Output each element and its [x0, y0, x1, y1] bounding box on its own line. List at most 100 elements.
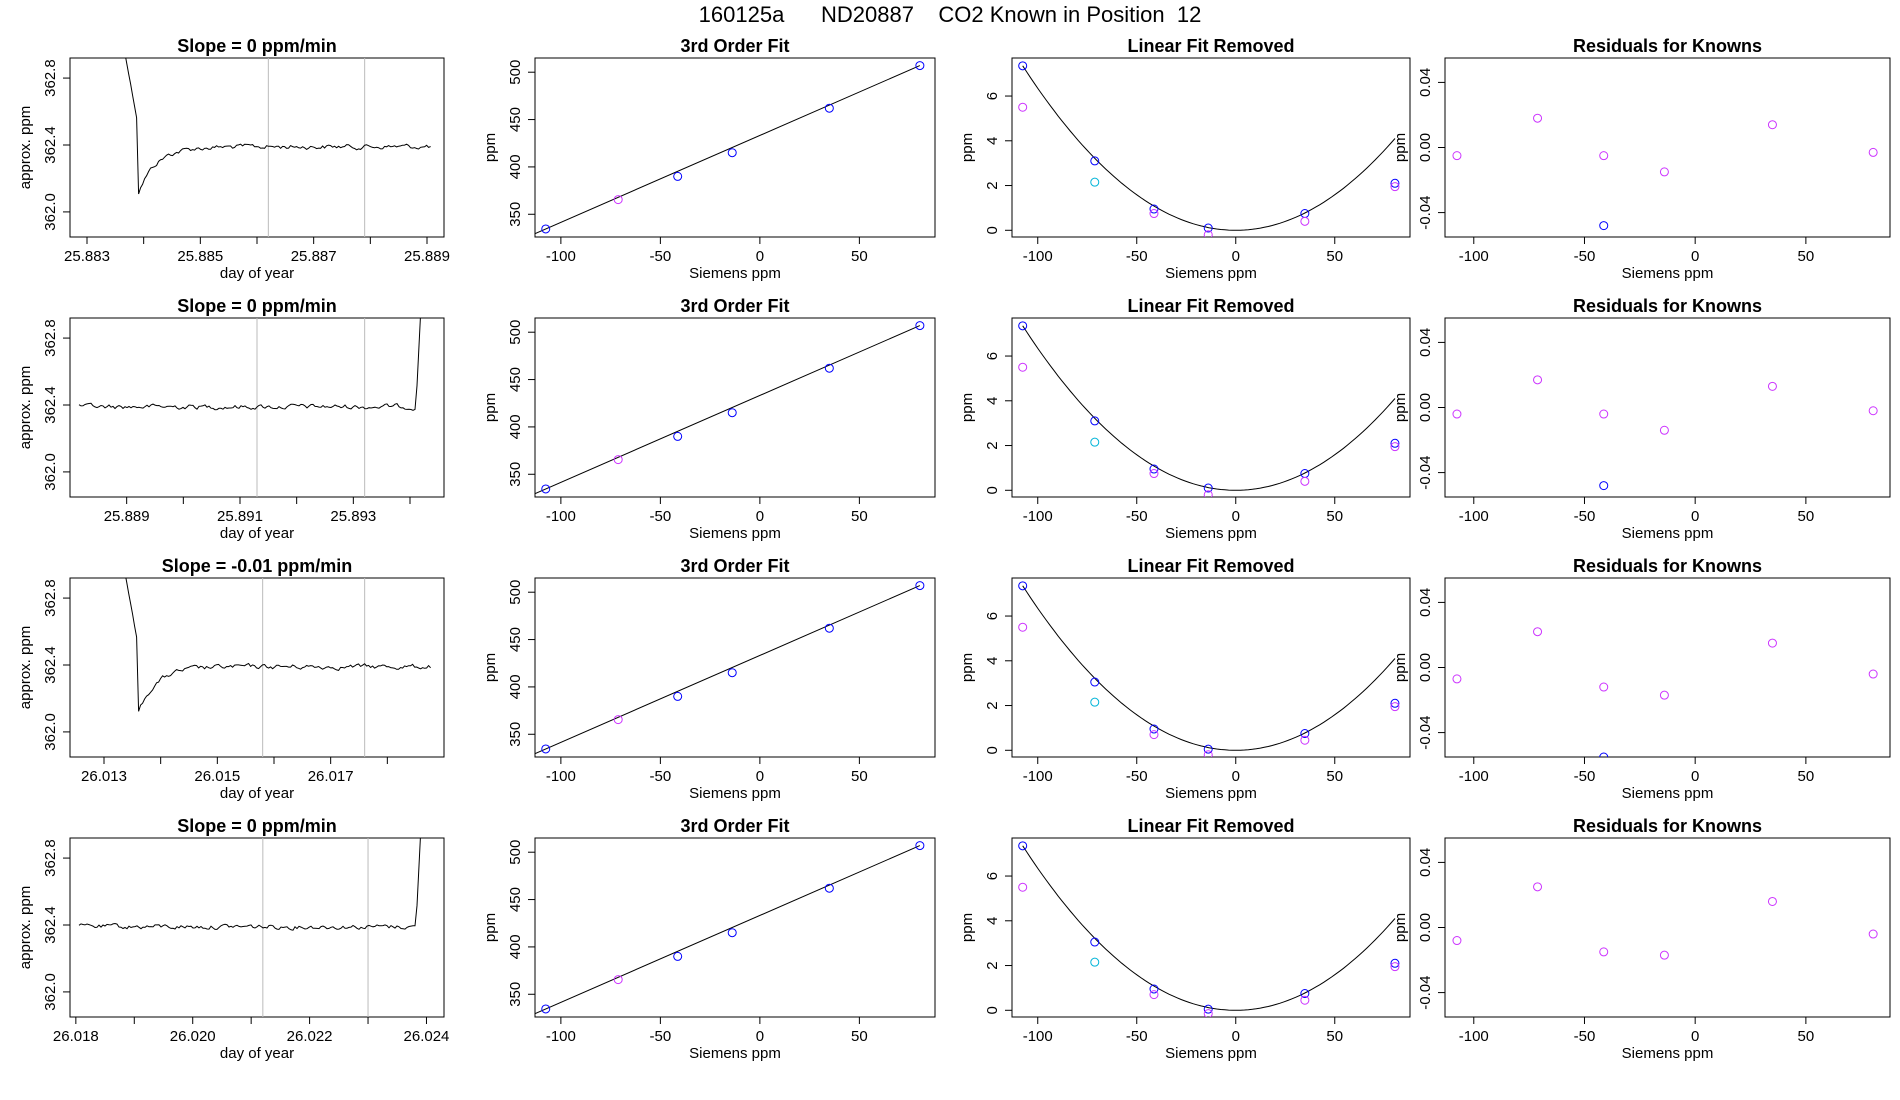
data-point: [1868, 406, 1878, 416]
data-point: [1868, 669, 1878, 679]
x-tick-label: 50: [1798, 508, 1815, 525]
y-tick-label: 400: [507, 414, 524, 439]
y-tick-label: -0.04: [1417, 975, 1434, 1009]
data-point: [673, 951, 683, 961]
y-tick-label: 6: [984, 872, 1001, 880]
data-point: [1599, 682, 1609, 692]
x-tick-label: 26.013: [81, 768, 127, 785]
x-tick-label: 50: [1326, 508, 1343, 525]
data-point: [1533, 375, 1543, 385]
y-tick-label: -0.04: [1417, 715, 1434, 749]
y-tick-label: 350: [507, 982, 524, 1007]
panel-1-4: Residuals for Knowns -100 -50 0 50 -0.04 0.00 0…: [1392, 36, 1891, 282]
plot-area: [1452, 113, 1878, 231]
panel-title: Slope = 0 ppm/min: [177, 296, 337, 316]
data-point: [1149, 464, 1159, 474]
x-tick-label: 0: [1691, 508, 1699, 525]
x-tick-label: 0: [1232, 768, 1240, 785]
data-point: [1599, 752, 1609, 757]
data-point: [613, 195, 623, 205]
y-tick-label: 350: [507, 722, 524, 747]
y-tick-label: 0.04: [1417, 68, 1434, 97]
x-tick-label: 26.017: [308, 768, 354, 785]
fit-line: [535, 845, 921, 1015]
data-point: [1018, 882, 1028, 892]
data-point: [1599, 151, 1609, 161]
data-point: [1767, 896, 1777, 906]
plot-area: [1018, 581, 1400, 757]
x-tick-label: 25.887: [291, 248, 337, 265]
panel-title: Linear Fit Removed: [1127, 296, 1294, 316]
y-tick-label: 362.0: [42, 713, 59, 751]
data-point: [1868, 929, 1878, 939]
x-axis-label: day of year: [220, 1045, 294, 1062]
y-axis-label: ppm: [1392, 913, 1409, 942]
x-tick-label: -100: [546, 768, 576, 785]
y-tick-label: 362.0: [42, 453, 59, 491]
x-tick-label: 0: [1691, 768, 1699, 785]
panel-title: Slope = -0.01 ppm/min: [162, 556, 353, 576]
fit-curve: [1022, 65, 1396, 231]
y-tick-label: 450: [507, 107, 524, 132]
x-tick-label: 50: [1326, 768, 1343, 785]
data-point: [1149, 204, 1159, 214]
data-point: [915, 841, 925, 851]
panel-2-1: Slope = 0 ppm/min 25.889 25.891 25.893 362.0…: [17, 296, 445, 542]
x-axis-label: Siemens ppm: [1165, 1045, 1257, 1062]
data-point: [1390, 702, 1400, 712]
x-tick-label: 25.883: [64, 248, 110, 265]
x-tick-label: 25.893: [330, 508, 376, 525]
data-point: [727, 148, 737, 158]
panel-2-4: Residuals for Knowns -100 -50 0 50 -0.04 0.00 0…: [1392, 296, 1891, 542]
plot-frame: [534, 57, 936, 238]
data-point: [1090, 697, 1100, 707]
fit-curve: [1022, 325, 1396, 491]
y-tick-label: 0.00: [1417, 133, 1434, 162]
data-point: [1090, 677, 1100, 687]
y-tick-label: 362.0: [42, 973, 59, 1011]
y-tick-label: 0.04: [1417, 848, 1434, 877]
y-tick-label: 0.04: [1417, 588, 1434, 617]
y-tick-label: 0.04: [1417, 328, 1434, 357]
panel-4-4: Residuals for Knowns -100 -50 0 50 -0.04 0.00 0…: [1392, 816, 1891, 1062]
data-point: [1300, 216, 1310, 226]
y-tick-label: 6: [984, 352, 1001, 360]
plot-area: [125, 58, 431, 237]
data-point: [1767, 381, 1777, 391]
data-point: [1018, 622, 1028, 632]
data-point: [727, 928, 737, 938]
data-point: [1452, 409, 1462, 419]
trace-line: [78, 318, 421, 411]
data-point: [1533, 627, 1543, 637]
x-tick-label: -100: [1023, 508, 1053, 525]
data-point: [1659, 425, 1669, 435]
plot-area: [1452, 882, 1878, 960]
plot-frame: [534, 837, 936, 1018]
y-tick-label: 500: [507, 840, 524, 865]
plot-frame: [1011, 317, 1411, 498]
y-axis-label: ppm: [1392, 393, 1409, 422]
fit-curve: [1022, 845, 1396, 1011]
y-axis-label: ppm: [482, 133, 499, 162]
y-tick-label: 362.8: [42, 59, 59, 97]
y-tick-label: 450: [507, 887, 524, 912]
y-axis-label: approx. ppm: [17, 626, 34, 709]
data-point: [1300, 729, 1310, 739]
x-axis-label: Siemens ppm: [689, 1045, 781, 1062]
y-axis-label: ppm: [959, 393, 976, 422]
data-point: [1090, 437, 1100, 447]
x-tick-label: -50: [650, 1028, 672, 1045]
x-tick-label: -50: [650, 768, 672, 785]
x-tick-label: -100: [1459, 248, 1489, 265]
x-tick-label: 50: [1798, 768, 1815, 785]
x-tick-label: 26.022: [287, 1028, 333, 1045]
data-point: [541, 744, 551, 754]
y-tick-label: 0: [984, 1006, 1001, 1014]
data-point: [1018, 362, 1028, 372]
panel-title: 3rd Order Fit: [680, 36, 789, 56]
x-tick-label: 26.018: [53, 1028, 99, 1045]
data-point: [1300, 989, 1310, 999]
y-tick-label: 0.00: [1417, 913, 1434, 942]
data-point: [1599, 481, 1609, 491]
